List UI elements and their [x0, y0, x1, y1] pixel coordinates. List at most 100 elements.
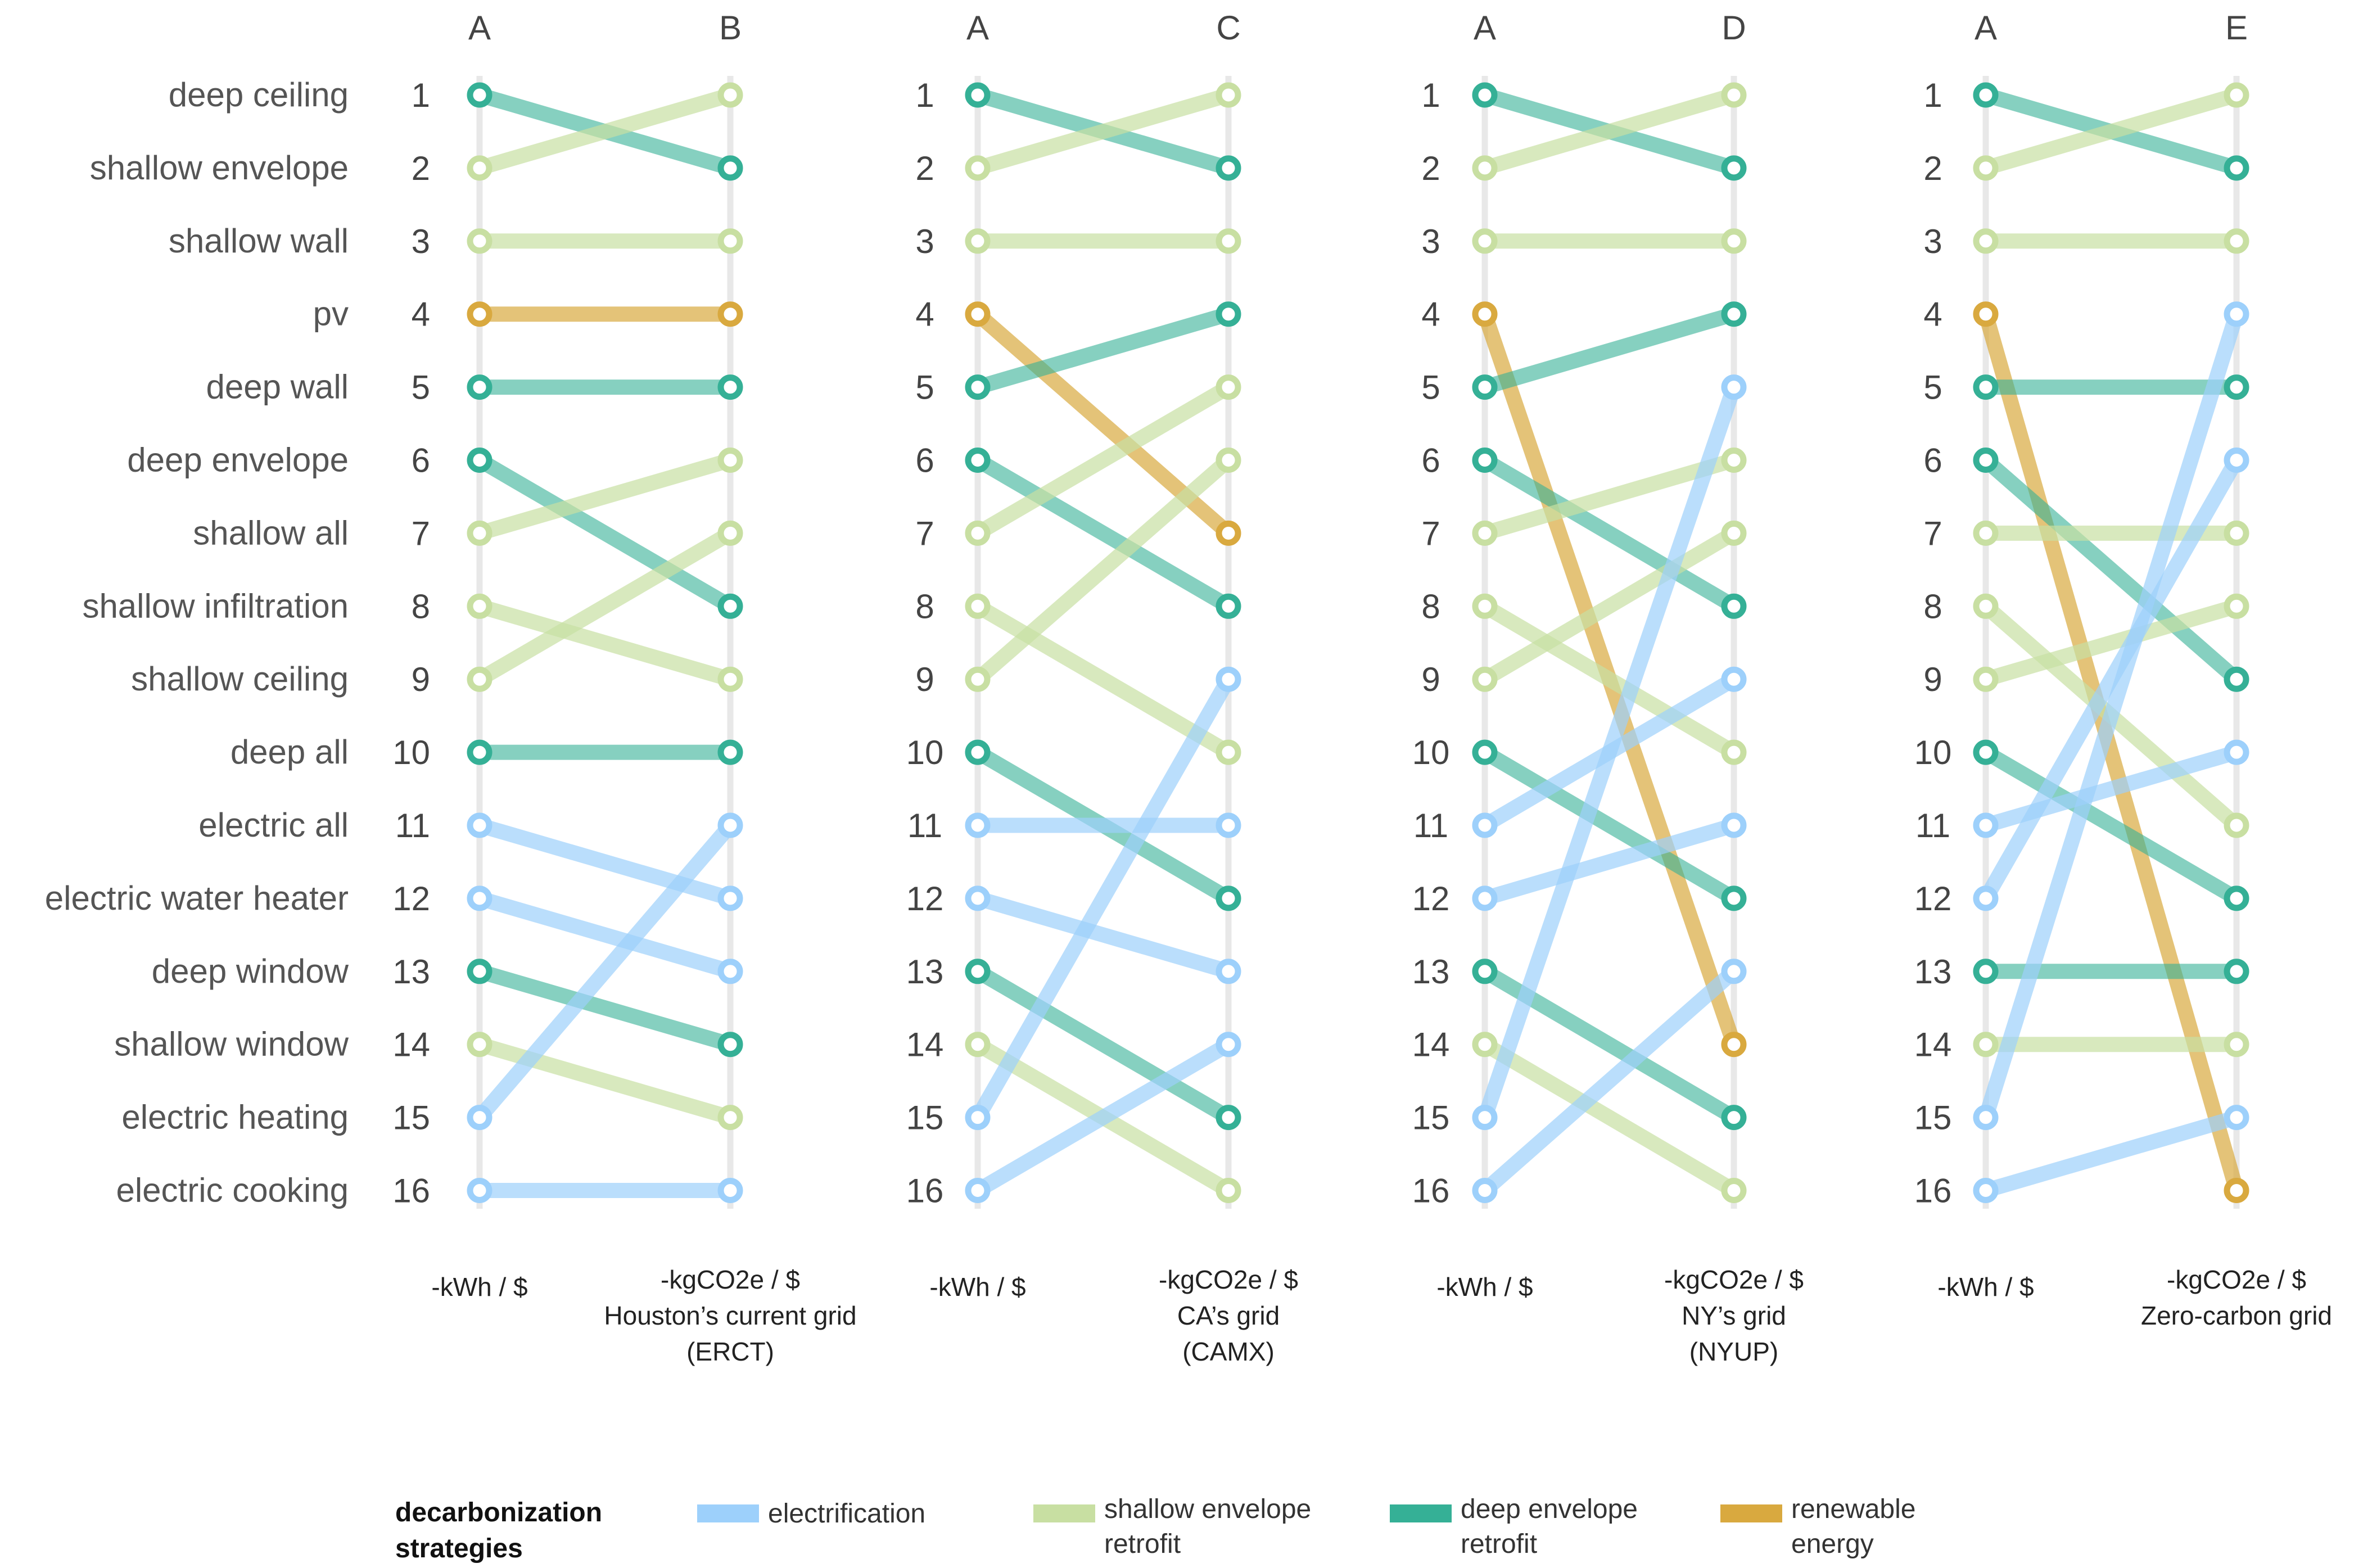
rank-number: 4 — [1421, 296, 1440, 333]
rank-marker-right — [717, 374, 743, 400]
rank-marker-right — [1216, 1032, 1241, 1058]
rank-number: 13 — [1914, 953, 1952, 991]
slope-line-electric-water-heater — [975, 891, 1231, 979]
rank-number: 8 — [1923, 588, 1942, 625]
rank-number: 15 — [392, 1099, 430, 1137]
rank-number: 12 — [906, 880, 944, 918]
rank-number: 14 — [906, 1026, 944, 1064]
left-axis-label: -kWh / $ — [1937, 1272, 2034, 1302]
rank-marker-right — [1216, 1105, 1241, 1131]
rank-marker-left — [467, 1178, 493, 1203]
strategy-label: deep ceiling — [169, 76, 349, 114]
rank-marker-right — [717, 1032, 743, 1058]
legend-label-deep: retrofit — [1461, 1529, 1537, 1559]
slope-line-shallow-window — [477, 1037, 733, 1125]
rank-number: 2 — [1421, 150, 1440, 187]
rank-number: 10 — [1412, 734, 1450, 771]
rank-marker-left — [965, 959, 991, 984]
rank-marker-left — [1472, 82, 1498, 108]
rank-marker-right — [717, 228, 743, 254]
strategy-label: electric heating — [121, 1099, 349, 1136]
rank-marker-right — [1216, 812, 1241, 838]
panel-left-header: A — [1975, 9, 1997, 47]
rank-marker-left — [965, 520, 991, 546]
rank-marker-right — [1216, 666, 1241, 692]
slope-line-electric-water-heater — [1979, 456, 2243, 902]
legend-label-shallow: retrofit — [1104, 1529, 1181, 1559]
rank-number: 13 — [906, 953, 944, 991]
rank-marker-right — [1216, 448, 1241, 473]
rank-number: 2 — [1923, 150, 1942, 187]
strategy-label: deep wall — [206, 368, 349, 406]
rank-number: 2 — [412, 150, 430, 187]
rank-marker-right — [2224, 520, 2249, 546]
right-axis-label: -kgCO2e / $ — [661, 1265, 800, 1294]
rank-number: 1 — [915, 76, 934, 114]
strategy-label: electric water heater — [45, 879, 349, 917]
legend-title: decarbonization — [395, 1498, 602, 1528]
rank-marker-right — [1216, 82, 1241, 108]
legend-swatch-electrification — [697, 1504, 759, 1522]
rank-marker-right — [717, 301, 743, 327]
slope-line-deep-wall — [1483, 306, 1736, 395]
rank-number: 5 — [412, 369, 430, 406]
rank-marker-left — [467, 1105, 493, 1131]
rank-number: 3 — [1421, 223, 1440, 260]
rank-marker-right — [717, 82, 743, 108]
rank-number: 4 — [1923, 296, 1942, 333]
rank-marker-left — [467, 228, 493, 254]
slope-line-shallow-ceiling — [973, 454, 1234, 685]
rank-marker-right — [717, 739, 743, 765]
rank-number: 8 — [915, 588, 934, 625]
rank-marker-left — [965, 155, 991, 181]
rank-marker-left — [1472, 812, 1498, 838]
strategy-label: pv — [313, 295, 349, 333]
slope-line-deep-envelope — [1481, 453, 1738, 613]
slope-line-shallow-window — [1481, 1038, 1738, 1198]
strategy-label: electric all — [198, 806, 349, 844]
rank-number: 14 — [1412, 1026, 1450, 1064]
slope-line-shallow-envelope — [975, 88, 1231, 175]
rank-number: 5 — [1923, 369, 1942, 406]
rank-marker-right — [1721, 885, 1747, 911]
slope-line-electric-water-heater — [1483, 818, 1736, 906]
rank-number: 6 — [412, 442, 430, 480]
rank-marker-right — [2224, 228, 2249, 254]
slope-line-electric-cooking — [1983, 1110, 2239, 1198]
slope-line-deep-window — [477, 964, 733, 1052]
rank-marker-right — [1721, 1032, 1747, 1058]
rank-number: 6 — [1421, 442, 1440, 480]
rank-marker-right — [1721, 448, 1747, 473]
strategy-label: deep all — [231, 733, 349, 771]
strategy-label: shallow all — [193, 514, 349, 552]
rank-marker-right — [2224, 301, 2249, 327]
right-axis-label: -kgCO2e / $ — [2167, 1265, 2306, 1294]
right-axis-label: (ERCT) — [686, 1337, 774, 1366]
rank-marker-right — [1216, 1178, 1241, 1203]
slope-line-deep-wall — [975, 306, 1231, 395]
rank-marker-right — [1721, 959, 1747, 984]
rank-marker-right — [1721, 155, 1747, 181]
rank-marker-left — [965, 301, 991, 327]
rank-number: 15 — [1412, 1099, 1450, 1137]
rank-marker-left — [1472, 593, 1498, 619]
rank-marker-right — [2224, 1105, 2249, 1131]
rank-lines — [473, 88, 2244, 1198]
rank-number: 8 — [412, 588, 430, 625]
rank-number: 2 — [915, 150, 934, 187]
rank-number: 3 — [412, 223, 430, 260]
rank-marker-left — [965, 1105, 991, 1131]
rank-number: 15 — [906, 1099, 944, 1137]
slope-line-shallow-envelope — [1483, 88, 1736, 175]
rank-marker-left — [1973, 82, 1999, 108]
rank-number: 16 — [906, 1172, 944, 1210]
rank-marker-left — [1472, 301, 1498, 327]
rank-number: 8 — [1421, 588, 1440, 625]
rank-number: 3 — [915, 223, 934, 260]
rank-marker-right — [717, 666, 743, 692]
rank-marker-left — [1472, 448, 1498, 473]
rank-marker-left — [467, 374, 493, 400]
rank-marker-right — [2224, 959, 2249, 984]
right-axis-label: (CAMX) — [1182, 1337, 1275, 1366]
rank-marker-left — [467, 520, 493, 546]
